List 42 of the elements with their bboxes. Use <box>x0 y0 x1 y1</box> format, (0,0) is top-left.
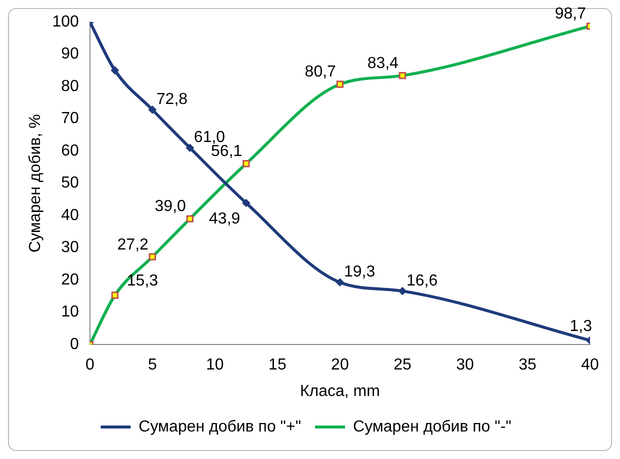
y-tick-label: 60 <box>61 142 79 160</box>
point <box>336 278 344 286</box>
x-tick-label: 5 <box>148 356 157 374</box>
x-tick-label: 15 <box>268 356 286 374</box>
y-tick-label: 100 <box>52 13 79 30</box>
point <box>110 66 119 74</box>
y-tick-label: 50 <box>61 174 79 192</box>
point <box>242 198 250 207</box>
x-tick-label: 10 <box>206 356 224 374</box>
y-tick-label: 90 <box>61 46 79 63</box>
data-label: 98,7 <box>554 6 586 23</box>
data-label: 83,4 <box>367 54 399 72</box>
data-label: 19,3 <box>344 264 376 281</box>
point <box>148 106 156 114</box>
point <box>398 287 406 296</box>
data-label: 27,2 <box>117 236 149 254</box>
x-tick-label: 20 <box>331 356 349 374</box>
data-label: 80,7 <box>304 64 336 81</box>
y-tick-label: 40 <box>61 206 79 224</box>
data-label: 43,9 <box>209 210 240 228</box>
y-tick-label: 20 <box>61 271 79 288</box>
x-tick-label: 40 <box>581 356 599 374</box>
legend-label: Сумарен добив по "-" <box>353 418 512 436</box>
x-tick-label: 30 <box>456 356 474 374</box>
data-label: 15,3 <box>126 272 158 290</box>
x-tick-label: 0 <box>85 356 94 374</box>
legend-label: Сумарен добив по "+" <box>138 418 302 436</box>
data-label: 72,8 <box>156 91 188 108</box>
y-tick-label: 10 <box>61 304 79 321</box>
data-label: 56,1 <box>211 143 242 160</box>
y-tick-label: 30 <box>61 239 79 256</box>
x-tick-label: 25 <box>394 356 412 374</box>
x-axis-title: Класа, mm <box>300 382 380 400</box>
y-axis-title: Сумарен добив, % <box>27 114 44 252</box>
y-tick-label: 80 <box>61 78 79 95</box>
data-label: 1,3 <box>570 318 592 335</box>
point <box>186 144 194 152</box>
data-label: 39,0 <box>154 198 186 216</box>
data-label: 16,6 <box>406 272 438 290</box>
y-tick-label: 0 <box>70 336 79 354</box>
y-tick-label: 70 <box>61 110 79 128</box>
x-tick-label: 35 <box>518 356 536 374</box>
